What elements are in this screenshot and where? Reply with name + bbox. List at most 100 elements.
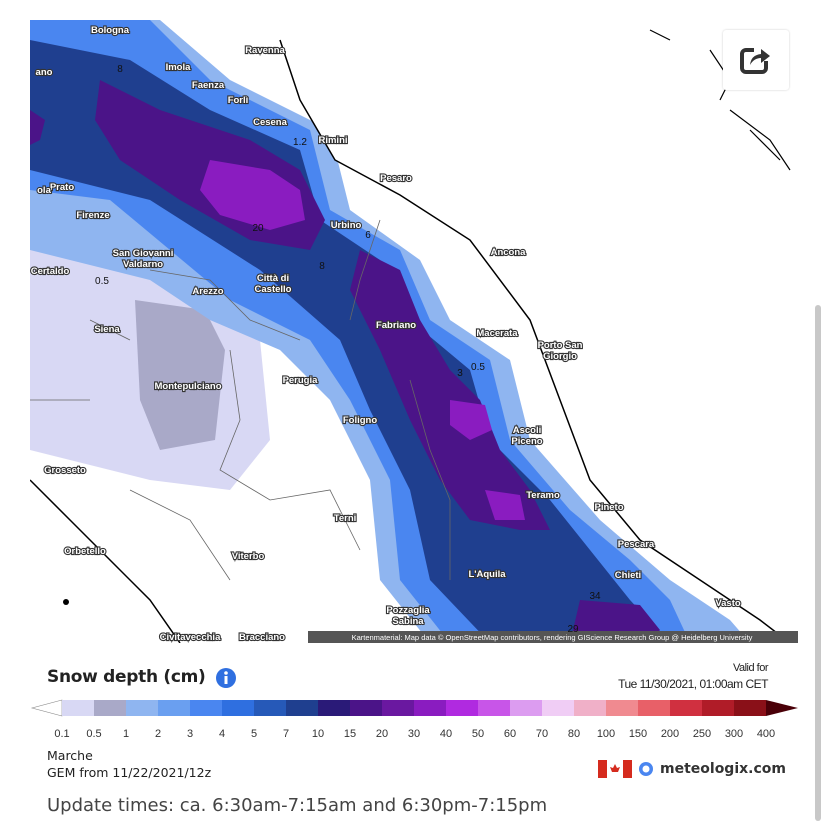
city-label: L'Aquila: [468, 569, 506, 580]
scale-swatch: [734, 700, 766, 716]
city-label: Cesena: [253, 117, 288, 128]
scale-tick-label: 200: [661, 728, 679, 740]
scale-tick-label: 0.1: [54, 728, 69, 740]
island: [63, 599, 69, 605]
contour-label: 0.5: [95, 276, 109, 287]
city-label: Pozzaglia: [386, 605, 430, 616]
valid-for-label: Valid for: [732, 662, 769, 674]
scale-swatch: [254, 700, 286, 716]
scale-arrow: [30, 699, 63, 717]
scale-swatch: [670, 700, 702, 716]
brand-logo: [639, 762, 653, 776]
scale-swatch: [94, 700, 126, 716]
city-label: Foligno: [343, 415, 377, 426]
scale-swatch: [190, 700, 222, 716]
city-label: Piceno: [511, 436, 542, 447]
scale-swatch: [62, 700, 94, 716]
scale-tick-label: 100: [597, 728, 615, 740]
scale-tick-label: 7: [283, 728, 289, 740]
city-label: Montepulciano: [154, 381, 221, 392]
contour-label: 8: [117, 64, 123, 75]
flag-icon: [598, 760, 632, 778]
coastline: [279, 39, 791, 643]
model-run: GEM from 11/22/2021/12z: [47, 765, 212, 780]
scale-tick-label: 4: [219, 728, 225, 740]
city-label: Forlì: [228, 95, 249, 106]
scale-tick-label: 70: [536, 728, 548, 740]
scale-swatch: [446, 700, 478, 716]
scale-swatch: [638, 700, 670, 716]
border: [30, 219, 451, 581]
city-label: Ancona: [491, 247, 527, 258]
snow-area: [135, 300, 225, 450]
scale-swatch: [286, 700, 318, 716]
scale-tick-label: 150: [629, 728, 647, 740]
scale-tick-label: 2: [155, 728, 161, 740]
city-label: ola: [37, 185, 51, 196]
scale-tick-label: 5: [251, 728, 257, 740]
scrollbar[interactable]: [815, 305, 821, 821]
city-label: Castello: [255, 284, 292, 295]
color-scale: 0.1 0.5 1 2 3 4 5 7 10 15 20 30 40 50 60 70 80 100 150 200 2…: [30, 699, 798, 740]
scale-swatch: [542, 700, 574, 716]
city-label: Viterbo: [232, 551, 265, 562]
contour-label: 6: [365, 230, 371, 241]
scale-swatch: [574, 700, 606, 716]
city-label: Pineto: [594, 502, 623, 513]
city-label: Rimini: [318, 135, 347, 146]
scale-swatch: [510, 700, 542, 716]
city-label: Vasto: [715, 598, 741, 609]
scale-tick-label: 40: [440, 728, 452, 740]
city-label: Chieti: [615, 570, 641, 581]
scale-tick-label: 400: [757, 728, 775, 740]
scale-arrow: [766, 700, 798, 716]
snow-area: [200, 160, 525, 520]
contour-label: 29: [567, 624, 579, 635]
share-icon: [740, 44, 773, 74]
scale-tick-label: 300: [725, 728, 743, 740]
scale-tick-label: 20: [376, 728, 388, 740]
city-label: Teramo: [526, 490, 560, 501]
city-label: Terni: [334, 513, 357, 524]
coastline: [30, 479, 181, 643]
city-label: ano: [36, 67, 53, 78]
contour-label: 0.5: [471, 362, 485, 373]
scale-swatch: [126, 700, 158, 716]
scale-tick-label: 10: [312, 728, 324, 740]
region: Marche: [47, 748, 93, 763]
share-button[interactable]: [723, 30, 789, 90]
city-label: Urbino: [331, 220, 362, 231]
city-label: Faenza: [192, 80, 225, 91]
scale-tick-label: 30: [408, 728, 420, 740]
city-label: Pesaro: [380, 173, 412, 184]
brand-name: meteologix.com: [660, 761, 786, 777]
scale-swatch: [382, 700, 414, 716]
city-label: Bracciano: [239, 632, 285, 643]
contour-label: 8: [319, 261, 325, 272]
scale-tick-label: 80: [568, 728, 580, 740]
scale-tick-label: 50: [472, 728, 484, 740]
city-label: Imola: [166, 62, 192, 73]
scale-swatch: [414, 700, 446, 716]
valid-time: Tue 11/30/2021, 01:00am CET: [618, 677, 768, 691]
city-label: San Giovanni: [113, 248, 174, 259]
city-label: Perugia: [283, 375, 319, 386]
sea: [280, 20, 798, 643]
contour-label: 34: [589, 591, 601, 602]
info-button[interactable]: [215, 667, 237, 689]
city-label: Certaldo: [31, 266, 70, 277]
city-label: Bologna: [91, 25, 130, 36]
city-label: Siena: [94, 324, 120, 335]
attribution: Kartenmaterial: Map data © OpenStreetMap…: [352, 633, 753, 642]
scale-swatch: [702, 700, 734, 716]
city-label: Civitavecchia: [160, 632, 221, 643]
city-label: Sabina: [392, 616, 424, 627]
city-label: Giorgio: [543, 351, 577, 362]
contour-label: 3: [457, 368, 463, 379]
city-label: Ravenna: [245, 45, 285, 56]
city-label: Orbetello: [64, 546, 106, 557]
scale-swatch: [350, 700, 382, 716]
city-label: Porto San: [538, 340, 583, 351]
legend-title: Snow depth (cm): [47, 667, 206, 687]
